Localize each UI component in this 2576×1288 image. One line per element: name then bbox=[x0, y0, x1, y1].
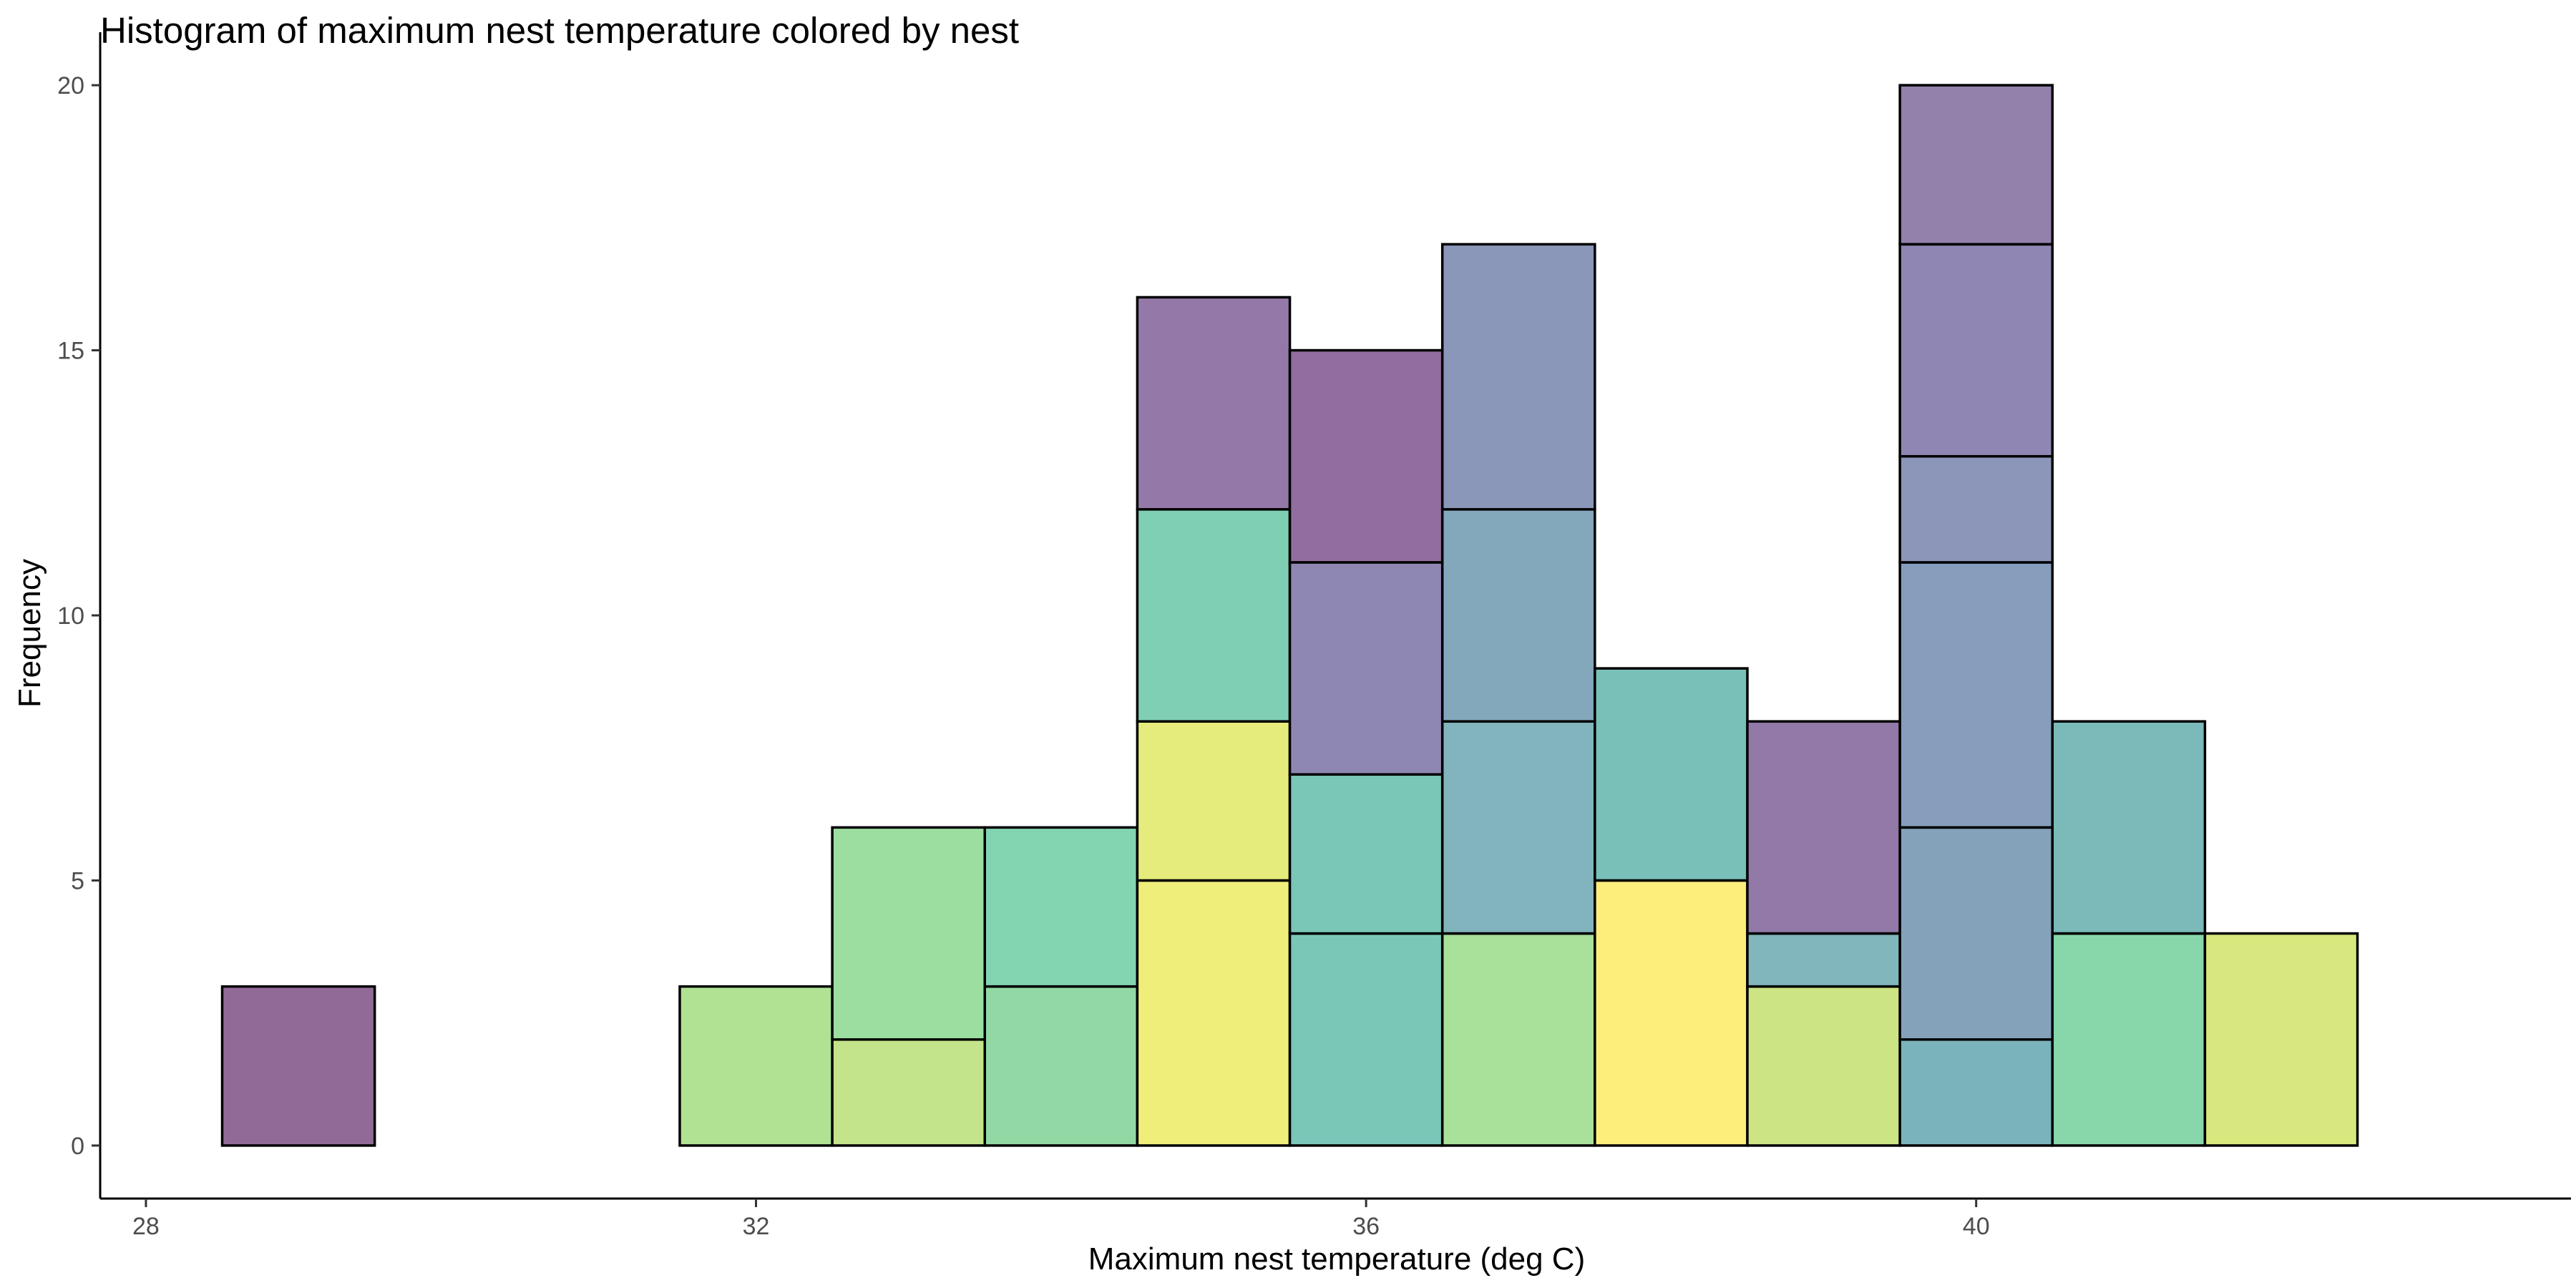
bar-segment-bin-40-5 bbox=[1898, 84, 2054, 246]
bar-segment-bin-32-0 bbox=[678, 985, 834, 1147]
bar-segment-bin-39-0 bbox=[1746, 985, 1901, 1147]
x-tick-label-28: 28 bbox=[132, 1213, 160, 1240]
bar-segment-bin-37-2 bbox=[1440, 508, 1596, 723]
bar-segment-bin-35-0 bbox=[1136, 879, 1292, 1147]
bar-segment-bin-34-1 bbox=[983, 826, 1139, 988]
y-tick-label-15: 15 bbox=[57, 338, 84, 365]
bar-segment-bin-34-0 bbox=[983, 985, 1139, 1147]
bar-segment-bin-33-1 bbox=[831, 826, 987, 1041]
y-tick-label-5: 5 bbox=[71, 867, 84, 894]
bar-segment-bin-35-1 bbox=[1136, 720, 1292, 882]
bar-segment-bin-36-1 bbox=[1288, 773, 1444, 935]
bar-segment-bin-40-1 bbox=[1898, 826, 2054, 1041]
bar-segment-bin-29-0 bbox=[220, 985, 376, 1147]
bar-segment-bin-37-1 bbox=[1440, 720, 1596, 935]
bar-segment-bin-35-3 bbox=[1136, 296, 1292, 511]
bar-segment-bin-38-1 bbox=[1594, 667, 1749, 882]
y-tick-label-20: 20 bbox=[57, 72, 84, 99]
y-axis-ticks: 0 5 10 15 20 bbox=[57, 72, 100, 1160]
x-tick-label-40: 40 bbox=[1963, 1213, 1990, 1240]
bar-segment-bin-37-0 bbox=[1440, 932, 1596, 1147]
chart-title: Histogram of maximum nest temperature co… bbox=[100, 10, 1019, 51]
bar-segment-bin-41-0 bbox=[2051, 932, 2207, 1147]
y-axis-title: Frequency bbox=[12, 559, 47, 708]
bar-segment-bin-39-2 bbox=[1746, 720, 1901, 935]
bar-segment-bin-40-3 bbox=[1898, 454, 2054, 564]
bar-segment-bin-40-4 bbox=[1898, 243, 2054, 458]
y-tick-label-0: 0 bbox=[71, 1133, 84, 1160]
bar-segment-bin-41-1 bbox=[2051, 720, 2207, 935]
bar-segment-bin-36-3 bbox=[1288, 348, 1444, 564]
bar-segment-bin-40-0 bbox=[1898, 1038, 2054, 1147]
histogram-bars bbox=[220, 84, 2359, 1147]
bar-segment-bin-36-2 bbox=[1288, 561, 1444, 776]
bar-segment-bin-40-2 bbox=[1898, 561, 2054, 829]
bar-segment-bin-33-0 bbox=[831, 1038, 987, 1147]
bar-segment-bin-37-3 bbox=[1440, 243, 1596, 511]
y-tick-label-10: 10 bbox=[57, 602, 84, 630]
bar-segment-bin-39-1 bbox=[1746, 932, 1901, 988]
x-axis-title: Maximum nest temperature (deg C) bbox=[1088, 1241, 1585, 1277]
bar-segment-bin-38-0 bbox=[1594, 879, 1749, 1147]
x-tick-label-32: 32 bbox=[743, 1213, 770, 1240]
bar-segment-bin-42-0 bbox=[2203, 932, 2359, 1147]
bar-segment-bin-35-2 bbox=[1136, 508, 1292, 723]
bar-segment-bin-36-0 bbox=[1288, 932, 1444, 1147]
x-tick-label-36: 36 bbox=[1352, 1213, 1380, 1240]
x-axis-ticks: 28 32 36 40 bbox=[132, 1199, 1990, 1240]
